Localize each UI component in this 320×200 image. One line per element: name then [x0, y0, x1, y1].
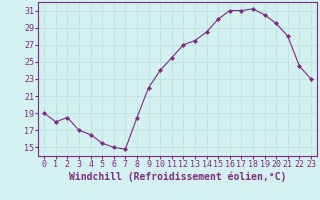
X-axis label: Windchill (Refroidissement éolien,°C): Windchill (Refroidissement éolien,°C): [69, 172, 286, 182]
